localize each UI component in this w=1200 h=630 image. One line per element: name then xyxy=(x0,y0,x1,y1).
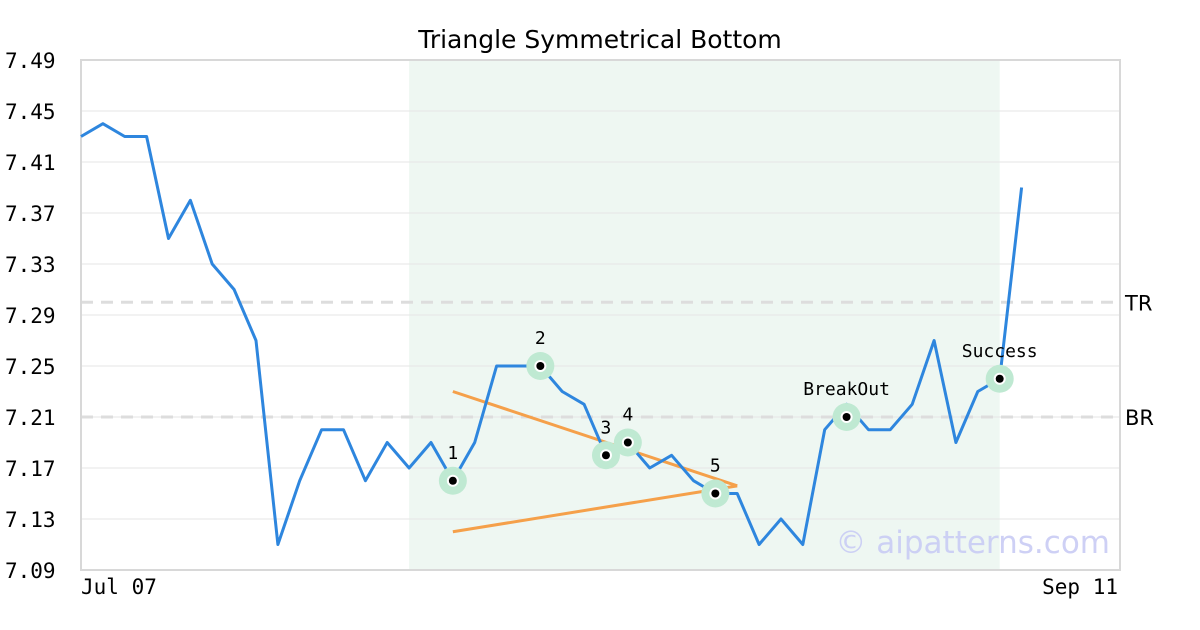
marker-dot xyxy=(711,489,720,498)
y-tick-label: 7.09 xyxy=(5,559,56,583)
y-tick-label: 7.13 xyxy=(5,508,56,532)
marker-dot xyxy=(995,374,1004,383)
y-axis: 7.49 7.45 7.41 7.37 7.33 7.29 7.25 7.21 7.17 7.13… xyxy=(5,49,56,583)
series-line xyxy=(80,122,1024,546)
y-tick-label: 7.25 xyxy=(5,355,56,379)
y-tick-label: 7.21 xyxy=(5,406,56,430)
marker-dot xyxy=(536,362,545,370)
y-tick-label: 7.37 xyxy=(5,202,56,226)
watermark-text: © aipatterns.com xyxy=(835,525,1110,561)
y-tick-label: 7.45 xyxy=(5,100,56,124)
x-tick-label: Jul 07 xyxy=(81,575,157,599)
chart-title: Triangle Symmetrical Bottom xyxy=(417,25,782,54)
marker-label: 2 xyxy=(535,328,546,349)
x-tick-label: Sep 11 xyxy=(1042,575,1118,599)
x-axis: Jul 07 Sep 11 xyxy=(81,575,1118,599)
marker-label: 3 xyxy=(601,417,612,438)
marker-dot xyxy=(623,438,632,447)
marker-label: 1 xyxy=(447,443,458,464)
trend-line xyxy=(452,484,738,534)
marker-dot xyxy=(448,476,457,485)
marker-label: 4 xyxy=(622,405,633,426)
trend-lines xyxy=(452,390,738,534)
y-tick-label: 7.33 xyxy=(5,253,56,277)
y-tick-label: 7.49 xyxy=(5,49,56,73)
marker-dot xyxy=(842,413,851,421)
plot-frame xyxy=(80,59,1121,571)
trend-line xyxy=(452,390,738,488)
reference-line-label: BR xyxy=(1125,406,1154,430)
y-tick-label: 7.41 xyxy=(5,151,56,175)
marker-label: BreakOut xyxy=(803,379,890,400)
y-tick-label: 7.29 xyxy=(5,304,56,328)
pattern-markers: 1 2 34 5 BreakOut Success xyxy=(438,328,1038,508)
reference-lines: TR BR xyxy=(81,291,1154,430)
y-tick-label: 7.17 xyxy=(5,457,56,481)
marker-dot xyxy=(601,451,610,460)
reference-line-label: TR xyxy=(1124,291,1152,315)
marker-label: 5 xyxy=(710,456,721,477)
marker-label: Success xyxy=(962,341,1038,362)
